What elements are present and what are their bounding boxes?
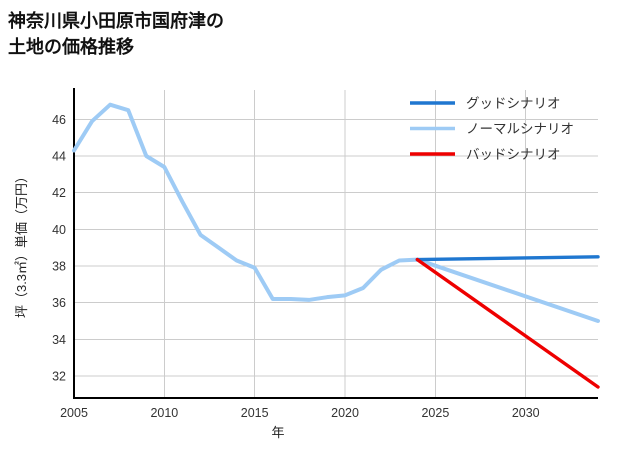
chart-title-line-1: 神奈川県小田原市国府津の xyxy=(8,11,224,31)
x-tick-labels: 2005 2010 2015 2020 2025 2030 xyxy=(60,406,540,420)
y-tick-label-32: 32 xyxy=(52,370,66,384)
data-series xyxy=(72,102,600,389)
y-tick-label-38: 38 xyxy=(52,260,66,274)
chart-title: 神奈川県小田原市国府津の 土地の価格推移 xyxy=(8,8,508,60)
x-tick-label-2015: 2015 xyxy=(241,406,269,420)
y-tick-label-42: 42 xyxy=(52,186,66,200)
x-tick-label-2020: 2020 xyxy=(331,406,359,420)
x-tick-label-2025: 2025 xyxy=(421,406,449,420)
x-tick-label-2030: 2030 xyxy=(512,406,540,420)
y-tick-label-34: 34 xyxy=(52,333,66,347)
axis-lines xyxy=(72,88,598,400)
x-tick-label-2010: 2010 xyxy=(150,406,178,420)
y-tick-label-46: 46 xyxy=(52,113,66,127)
legend-label-1: ノーマルシナリオ xyxy=(466,122,574,137)
series-line-bad xyxy=(415,257,600,389)
legend-label-0: グッドシナリオ xyxy=(466,96,561,111)
legend-label-2: バッドシナリオ xyxy=(466,147,561,162)
y-tick-label-36: 36 xyxy=(52,296,66,310)
vertical-gridlines xyxy=(163,90,527,398)
y-axis-label: 坪（3.3㎡）単価（万円） xyxy=(14,170,29,318)
chart-title-line-2: 土地の価格推移 xyxy=(8,37,134,58)
series-line-normal xyxy=(72,102,600,323)
y-tick-labels: 32 34 36 38 40 42 44 46 xyxy=(52,113,66,384)
series-line-good xyxy=(415,255,600,262)
x-tick-label-2005: 2005 xyxy=(60,406,88,420)
y-tick-label-44: 44 xyxy=(52,150,66,164)
x-axis-label: 年 xyxy=(271,425,284,440)
y-tick-label-40: 40 xyxy=(52,223,66,237)
horizontal-gridlines xyxy=(74,118,598,377)
